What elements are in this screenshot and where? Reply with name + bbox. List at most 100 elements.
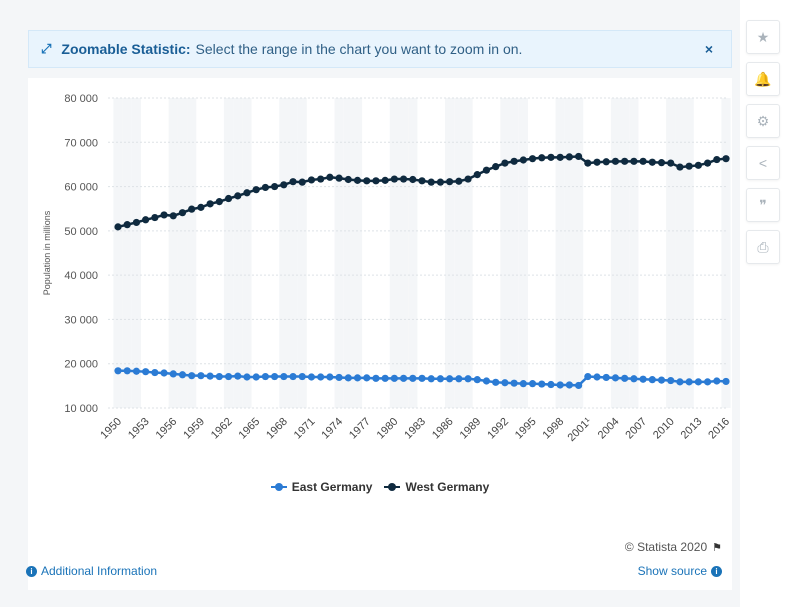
x-tick-label: 1986	[430, 416, 456, 442]
info-icon: i	[26, 565, 37, 577]
x-tick-label: 2007	[623, 416, 649, 442]
data-point	[169, 370, 177, 378]
chart-band	[721, 98, 731, 408]
data-point	[621, 374, 629, 382]
data-point	[639, 375, 647, 383]
data-point	[132, 367, 141, 375]
legend-item-west-germany[interactable]: West Germany	[384, 480, 489, 494]
data-point	[326, 373, 334, 381]
x-tick-label: 1965	[237, 416, 263, 442]
star-button[interactable]: ★	[746, 20, 780, 54]
chart-band	[343, 98, 353, 408]
data-point	[547, 380, 555, 389]
statista-credit[interactable]: © Statista 2020 ⚑	[625, 540, 722, 554]
chart-band	[509, 98, 519, 408]
bell-button[interactable]: 🔔	[746, 62, 780, 96]
data-point	[381, 374, 389, 382]
data-point	[353, 374, 362, 382]
show-source-link[interactable]: Show source i	[638, 564, 722, 578]
x-tick-label: 2004	[596, 416, 622, 442]
legend-label-east: East Germany	[291, 480, 373, 494]
data-point	[602, 158, 610, 166]
data-point	[261, 372, 269, 381]
data-point	[482, 166, 491, 174]
data-point	[390, 175, 398, 183]
x-tick-label: 1968	[264, 416, 290, 442]
chart-band	[454, 98, 464, 408]
chart-band	[574, 98, 584, 408]
data-point	[206, 372, 214, 380]
chart-band	[334, 98, 344, 408]
print-button[interactable]: ⎙	[746, 230, 780, 264]
chart-band	[122, 98, 132, 408]
legend-item-east-germany[interactable]: East Germany	[270, 480, 373, 494]
data-point	[160, 211, 168, 219]
data-point	[335, 373, 343, 382]
data-point	[575, 152, 583, 161]
quote-icon: ❞	[759, 196, 767, 213]
chart-band	[187, 98, 197, 408]
chart-band	[288, 98, 298, 408]
data-point	[178, 371, 187, 379]
data-point	[280, 181, 288, 189]
data-point	[399, 374, 408, 382]
y-tick-label: 20 000	[64, 359, 98, 371]
data-point	[215, 372, 223, 381]
legend-swatch-east	[270, 482, 287, 492]
x-tick-label: 1959	[181, 416, 207, 442]
x-tick-label: 1977	[347, 416, 373, 442]
data-point	[575, 381, 583, 390]
data-point	[298, 372, 306, 381]
x-tick-label: 2001¹	[566, 415, 595, 444]
data-point	[298, 178, 306, 186]
data-point	[694, 378, 702, 386]
chart-band	[398, 98, 409, 408]
data-point	[676, 378, 684, 386]
data-point	[243, 189, 251, 197]
x-tick-label: 1983	[402, 416, 428, 442]
data-point	[409, 175, 417, 184]
close-icon[interactable]: ×	[704, 41, 713, 57]
data-point	[685, 378, 693, 386]
y-tick-label: 70 000	[64, 137, 98, 149]
data-point	[344, 374, 352, 382]
data-point	[289, 178, 297, 186]
chart-band	[408, 98, 418, 408]
flag-icon: ⚑	[712, 541, 722, 554]
data-point	[703, 378, 712, 386]
sidebar-toolbar: ★ 🔔 ⚙ < ❞ ⎙	[746, 20, 780, 272]
data-point	[639, 157, 647, 165]
share-button[interactable]: <	[746, 146, 780, 180]
data-point	[676, 163, 684, 171]
show-source-label: Show source	[637, 564, 707, 578]
data-point	[418, 177, 426, 185]
gear-button[interactable]: ⚙	[746, 104, 780, 138]
data-point	[611, 157, 620, 165]
additional-information-link[interactable]: i Additional Information	[26, 564, 157, 578]
chart-band	[233, 98, 243, 408]
data-point	[611, 374, 620, 382]
data-point	[160, 369, 168, 377]
quote-button[interactable]: ❞	[746, 188, 780, 222]
additional-information-label: Additional Information	[41, 564, 158, 578]
x-tick-label: 2013	[679, 416, 705, 442]
y-tick-label: 60 000	[64, 182, 98, 194]
data-point	[114, 223, 122, 231]
chart-band	[684, 98, 694, 408]
data-point	[427, 375, 435, 383]
chart-band	[131, 98, 142, 408]
line-chart[interactable]: 10 000 20 000 30 000 40 000 50 000 60 000 70 0…	[28, 78, 732, 478]
data-point	[372, 374, 380, 382]
x-tick-label: 1956	[154, 416, 180, 442]
data-point	[519, 380, 527, 388]
data-point	[234, 372, 242, 380]
chart-band	[564, 98, 574, 408]
data-point	[630, 157, 638, 165]
x-tick-label: 1980	[375, 416, 401, 442]
data-point	[363, 374, 371, 382]
data-point	[353, 176, 362, 184]
x-tick-label: 1992	[485, 416, 511, 442]
data-point	[206, 200, 214, 208]
data-point	[317, 373, 325, 381]
data-point	[501, 379, 509, 387]
